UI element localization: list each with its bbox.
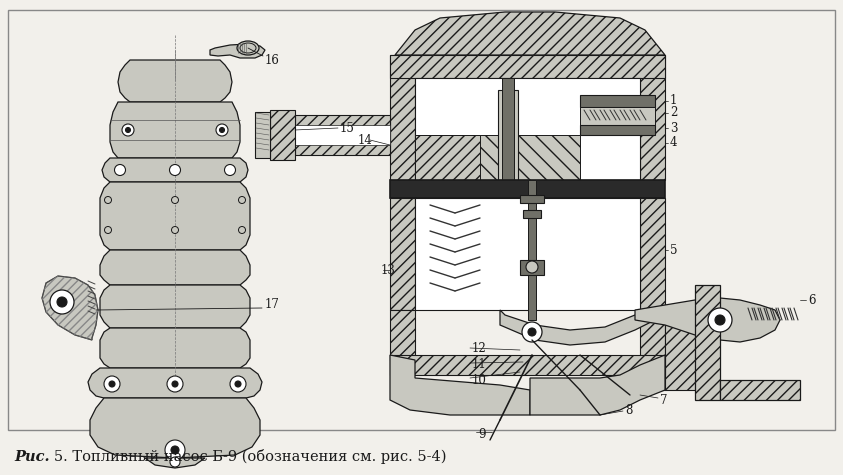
Circle shape (126, 127, 131, 133)
Text: 16: 16 (265, 54, 280, 67)
Polygon shape (390, 355, 665, 375)
Polygon shape (255, 112, 270, 158)
Text: 4: 4 (670, 136, 678, 150)
Circle shape (170, 457, 180, 467)
Text: 10: 10 (472, 373, 487, 387)
Text: Рис.: Рис. (14, 450, 50, 464)
Circle shape (528, 328, 536, 336)
Polygon shape (720, 380, 800, 400)
Polygon shape (100, 285, 250, 328)
Circle shape (105, 227, 111, 234)
Polygon shape (270, 110, 295, 160)
Circle shape (122, 124, 134, 136)
Polygon shape (500, 310, 665, 345)
Text: 12: 12 (472, 342, 486, 354)
Polygon shape (640, 55, 665, 180)
Text: 5: 5 (670, 244, 678, 256)
Circle shape (239, 227, 245, 234)
Bar (390, 180, 665, 198)
Polygon shape (145, 458, 205, 468)
Text: 6: 6 (808, 294, 815, 306)
Text: 17: 17 (265, 298, 280, 312)
Polygon shape (42, 276, 98, 340)
Circle shape (169, 164, 180, 175)
Polygon shape (295, 115, 390, 155)
Polygon shape (88, 368, 262, 398)
Bar (580, 107, 655, 125)
Polygon shape (118, 60, 232, 102)
Polygon shape (390, 198, 415, 310)
Polygon shape (100, 328, 250, 368)
Polygon shape (100, 182, 250, 250)
Polygon shape (390, 310, 415, 360)
Bar (520, 195, 544, 203)
Circle shape (216, 124, 228, 136)
Bar (8, 10, 835, 430)
Circle shape (224, 164, 235, 175)
Polygon shape (100, 250, 250, 285)
Polygon shape (640, 310, 665, 390)
Circle shape (172, 381, 178, 387)
Text: 7: 7 (660, 393, 668, 407)
Text: 9: 9 (478, 428, 486, 441)
Circle shape (50, 290, 74, 314)
Bar (498, 90, 518, 180)
Circle shape (104, 376, 120, 392)
Circle shape (109, 381, 115, 387)
Circle shape (115, 164, 126, 175)
Circle shape (715, 315, 725, 325)
Text: 8: 8 (625, 403, 632, 417)
Bar (580, 95, 655, 107)
Circle shape (57, 297, 67, 307)
Circle shape (526, 261, 538, 273)
Bar (502, 78, 514, 180)
Polygon shape (415, 135, 480, 180)
Polygon shape (390, 55, 665, 78)
Polygon shape (640, 198, 665, 310)
Text: 13: 13 (381, 264, 396, 276)
Circle shape (171, 446, 179, 454)
Bar (520, 260, 544, 275)
Bar (295, 125, 390, 145)
Circle shape (522, 322, 542, 342)
Text: 2: 2 (670, 106, 678, 120)
Text: 5. Топливный насос Б-9 (обозначения см. рис. 5-4): 5. Топливный насос Б-9 (обозначения см. … (40, 449, 447, 465)
Circle shape (105, 197, 111, 203)
Polygon shape (110, 102, 240, 158)
Text: 15: 15 (340, 122, 355, 134)
Polygon shape (390, 355, 530, 415)
Bar (523, 210, 541, 218)
Polygon shape (102, 158, 248, 182)
Circle shape (165, 440, 185, 460)
Circle shape (167, 376, 183, 392)
Text: 11: 11 (472, 359, 486, 371)
Bar (415, 198, 640, 310)
Circle shape (230, 376, 246, 392)
Polygon shape (530, 355, 665, 415)
Polygon shape (395, 12, 665, 55)
Polygon shape (665, 310, 700, 390)
Polygon shape (390, 55, 415, 180)
Ellipse shape (237, 41, 259, 55)
Circle shape (239, 197, 245, 203)
Bar (415, 78, 640, 180)
Circle shape (171, 197, 179, 203)
Circle shape (171, 227, 179, 234)
Text: 3: 3 (670, 122, 678, 134)
Polygon shape (635, 298, 780, 342)
Circle shape (235, 381, 241, 387)
Circle shape (708, 308, 732, 332)
Text: 1: 1 (670, 94, 678, 106)
Bar (415, 135, 580, 180)
Text: 14: 14 (358, 133, 373, 146)
Polygon shape (695, 285, 720, 400)
Circle shape (219, 127, 224, 133)
Bar (580, 125, 655, 135)
Polygon shape (90, 398, 260, 458)
Polygon shape (210, 44, 265, 58)
Bar (528, 180, 536, 320)
